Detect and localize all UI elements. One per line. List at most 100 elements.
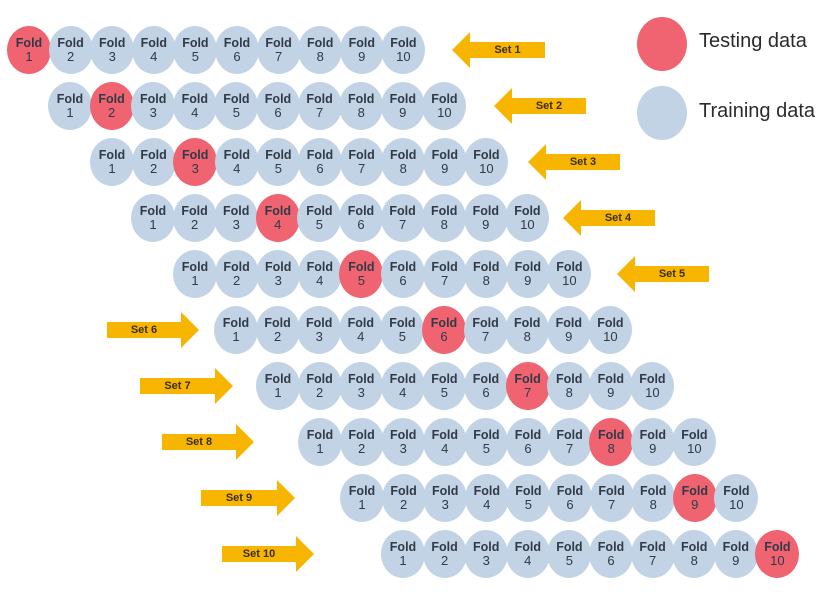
fold-number: 1 [316, 441, 324, 456]
fold-word: Fold [556, 540, 583, 554]
training-fold: Fold 6 [464, 362, 508, 410]
training-fold: Fold 5 [173, 26, 218, 74]
training-fold: Fold 5 [256, 138, 301, 186]
training-fold: Fold 9 [505, 250, 550, 298]
fold-word: Fold [223, 36, 251, 50]
fold-number: 10 [437, 105, 452, 120]
training-fold: Fold 4 [172, 82, 217, 130]
training-fold: Fold 1 [381, 530, 425, 578]
fold-word: Fold [555, 372, 583, 386]
fold-word: Fold [597, 316, 624, 330]
set-label: Set 5 [658, 268, 686, 280]
fold-number: 10 [770, 553, 785, 568]
training-fold: Fold 5 [214, 82, 259, 130]
set-arrow: Set 3 [528, 144, 620, 180]
set-label: Set 9 [225, 492, 253, 504]
training-fold: Fold 2 [255, 306, 300, 354]
training-fold: Fold 9 [630, 418, 675, 466]
fold-word: Fold [264, 92, 292, 106]
fold-number: 2 [190, 217, 199, 232]
training-fold: Fold 4 [422, 418, 467, 466]
fold-number: 1 [149, 217, 157, 232]
testing-fold: Fold 5 [339, 250, 384, 298]
fold-word: Fold [473, 148, 500, 162]
training-fold: Fold 7 [589, 474, 634, 522]
fold-number: 4 [274, 217, 282, 232]
fold-number: 1 [191, 273, 199, 288]
fold-word: Fold [264, 372, 292, 386]
fold-word: Fold [389, 204, 416, 218]
fold-word: Fold [347, 92, 375, 106]
fold-number: 5 [440, 385, 448, 400]
fold-number: 9 [649, 441, 657, 456]
fold-word: Fold [639, 428, 666, 442]
fold-word: Fold [430, 316, 458, 330]
training-fold: Fold 2 [381, 474, 426, 522]
fold-number: 9 [358, 49, 366, 64]
fold-word: Fold [347, 204, 375, 218]
fold-word: Fold [98, 36, 126, 50]
fold-word: Fold [473, 484, 500, 498]
training-fold: Fold 3 [297, 306, 342, 354]
training-fold: Fold 9 [713, 530, 758, 578]
training-fold: Fold 2 [339, 418, 384, 466]
fold-word: Fold [472, 372, 500, 386]
fold-word: Fold [598, 484, 625, 498]
fold-word: Fold [431, 484, 459, 498]
training-fold: Fold 6 [506, 418, 550, 466]
training-fold: Fold 4 [505, 530, 550, 578]
fold-word: Fold [348, 148, 375, 162]
fold-number: 4 [233, 161, 241, 176]
training-fold: Fold 7 [256, 26, 301, 74]
fold-word: Fold [389, 428, 417, 442]
training-fold: Fold 1 [48, 82, 92, 130]
fold-word: Fold [430, 204, 458, 218]
fold-number: 2 [66, 49, 75, 64]
fold-number: 3 [149, 105, 157, 120]
fold-number: 7 [565, 441, 574, 456]
training-fold: Fold 3 [339, 362, 384, 410]
training-fold: Fold 7 [630, 530, 675, 578]
fold-number: 8 [316, 49, 324, 64]
fold-number: 8 [523, 329, 531, 344]
set-arrow: Set 6 [107, 312, 199, 348]
fold-number: 8 [440, 217, 448, 232]
testing-fold: Fold 8 [589, 418, 634, 466]
fold-word: Fold [222, 316, 250, 330]
legend-testing-label: Testing data [699, 30, 807, 52]
training-fold: Fold 3 [214, 194, 259, 242]
training-fold: Fold 5 [464, 418, 509, 466]
fold-word: Fold [264, 260, 292, 274]
arrow-shape [201, 480, 295, 516]
arrow-shape [617, 256, 709, 292]
fold-word: Fold [514, 428, 542, 442]
set-arrow: Set 4 [563, 200, 655, 236]
training-fold: Fold 10 [464, 138, 509, 186]
fold-number: 6 [399, 273, 407, 288]
fold-number: 4 [150, 49, 158, 64]
training-fold: Fold 8 [339, 82, 384, 130]
fold-number: 3 [108, 49, 116, 64]
training-fold: Fold 6 [381, 250, 425, 298]
training-fold: Fold 1 [298, 418, 342, 466]
fold-word: Fold [390, 484, 417, 498]
fold-word: Fold [223, 92, 250, 106]
fold-word: Fold [597, 540, 625, 554]
fold-word: Fold [723, 484, 750, 498]
training-fold: Fold 1 [131, 194, 175, 242]
fold-word: Fold [680, 540, 708, 554]
fold-word: Fold [556, 428, 583, 442]
fold-number: 5 [565, 553, 573, 568]
fold-word: Fold [639, 540, 666, 554]
fold-word: Fold [389, 92, 416, 106]
fold-word: Fold [305, 316, 333, 330]
training-fold: Fold 3 [423, 474, 468, 522]
fold-word: Fold [431, 92, 458, 106]
fold-word: Fold [472, 260, 500, 274]
set-label: Set 3 [569, 156, 597, 168]
training-fold: Fold 10 [672, 418, 717, 466]
training-fold: Fold 8 [464, 250, 509, 298]
fold-number: 6 [440, 329, 448, 344]
training-fold: Fold 3 [381, 418, 426, 466]
training-fold: Fold 1 [90, 138, 134, 186]
